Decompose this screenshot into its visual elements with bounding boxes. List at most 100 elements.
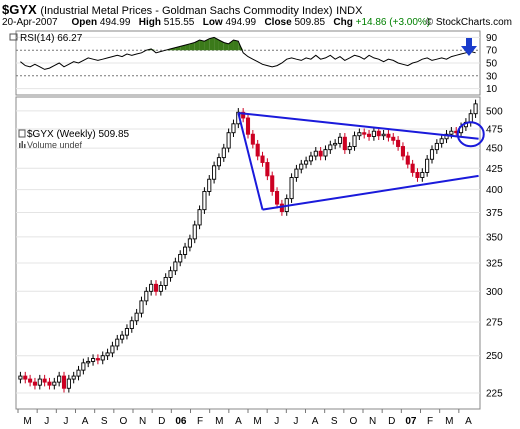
candle-body: [221, 147, 226, 159]
candle-body: [86, 360, 91, 364]
triangle-trendlines: [237, 111, 479, 211]
x-tick-label: A: [465, 416, 472, 427]
candle-body: [371, 130, 376, 137]
volume-icon: [19, 141, 26, 148]
candle-body: [425, 158, 430, 173]
candle-body: [105, 352, 110, 357]
candle-body: [124, 328, 129, 336]
chart-header: $GYX (Industrial Metal Prices - Goldman …: [0, 0, 520, 30]
price-tick-label: 500: [486, 106, 503, 117]
candle-body: [357, 132, 362, 137]
candle-body: [299, 163, 304, 170]
candle-body: [279, 203, 284, 212]
candle-body: [81, 362, 86, 371]
candle-body: [439, 138, 444, 144]
close-value: 509.85: [294, 17, 326, 28]
rsi-tick-label: 30: [486, 71, 498, 82]
x-tick-label: J: [44, 416, 49, 427]
volume-label: Volume undef: [27, 140, 83, 150]
quote-date: 20-Apr-2007: [2, 17, 58, 28]
x-tick-label: N: [139, 416, 146, 427]
rsi-overbought-fill: [194, 39, 200, 51]
x-tick-label: D: [158, 416, 165, 427]
price-tick-label: 400: [486, 185, 503, 196]
price-tick-label: 250: [486, 351, 503, 362]
quote-line: 20-Apr-2007 Open 494.99 High 515.55 Low …: [2, 17, 430, 28]
candle-body: [352, 135, 357, 147]
price-tick-label: 350: [486, 232, 503, 243]
candle-body: [207, 178, 212, 192]
candle-body: [173, 261, 178, 272]
candle-body: [434, 142, 439, 151]
rsi-tick-label: 70: [486, 46, 498, 57]
price-label: $GYX (Weekly) 509.85: [27, 129, 130, 140]
high-label: High: [138, 17, 161, 28]
x-tick-label: J: [293, 416, 298, 427]
candle-body: [250, 133, 255, 145]
triangle-left-edge: [237, 112, 264, 210]
x-tick-label: J: [63, 416, 68, 427]
rsi-overbought-fill: [214, 37, 219, 51]
rsi-overbought-fill: [209, 37, 215, 51]
candle-body: [429, 149, 435, 160]
x-tick-label: M: [23, 416, 31, 427]
candle-body: [323, 149, 328, 157]
x-tick-label: F: [197, 416, 203, 427]
x-tick-label: O: [350, 416, 358, 427]
breakout-circle: [456, 121, 485, 148]
x-tick-label: A: [82, 416, 89, 427]
upper-trendline: [238, 111, 479, 140]
candle-body: [468, 113, 473, 123]
rsi-overbought-fill: [185, 43, 190, 51]
rsi-overbought-fill: [223, 42, 229, 51]
lower-trendline: [262, 174, 479, 211]
symbol: $GYX: [2, 2, 37, 17]
candle-body: [163, 277, 168, 286]
candle-body: [149, 283, 154, 292]
source-credit: © StockCharts.com: [425, 17, 512, 28]
candle-body: [134, 312, 139, 322]
candle-body: [76, 369, 81, 377]
candle-body: [405, 155, 410, 165]
candle-body: [37, 378, 42, 386]
rsi-label-icon: [9, 33, 18, 41]
candle-body: [260, 155, 265, 163]
x-tick-label: J: [274, 416, 279, 427]
candle-body: [139, 300, 144, 314]
candle-body: [226, 132, 231, 149]
candle-body: [289, 177, 294, 200]
x-tick-label: N: [369, 416, 376, 427]
candle-body: [115, 338, 120, 347]
candle-body: [367, 133, 372, 137]
candle-body: [473, 103, 478, 115]
candle-body: [337, 136, 343, 144]
candle-body: [202, 191, 207, 211]
x-tick-label: O: [120, 416, 128, 427]
candle-body: [153, 283, 159, 292]
candle-body: [110, 345, 115, 354]
price-tick-label: 425: [486, 164, 503, 175]
candle-body: [168, 270, 173, 278]
open-label: Open: [71, 17, 98, 28]
candle-body: [192, 224, 197, 240]
price-label-icon: [18, 129, 26, 138]
rsi-tick-label: 90: [486, 33, 498, 44]
candle-body: [197, 209, 202, 226]
candle-body: [318, 150, 323, 157]
candle-body: [23, 375, 28, 380]
candle-body: [362, 132, 367, 135]
candle-body: [231, 123, 236, 134]
x-tick-label: A: [235, 416, 242, 427]
x-tick-label: M: [445, 416, 453, 427]
candle-body: [400, 146, 405, 157]
candle-body: [347, 146, 352, 151]
candle-body: [28, 378, 33, 383]
candle-body: [216, 157, 221, 167]
candle-body: [241, 111, 246, 119]
candle-body: [183, 246, 188, 255]
rsi-line: [20, 36, 476, 70]
candle-body: [376, 130, 381, 137]
candle-body: [120, 334, 125, 340]
